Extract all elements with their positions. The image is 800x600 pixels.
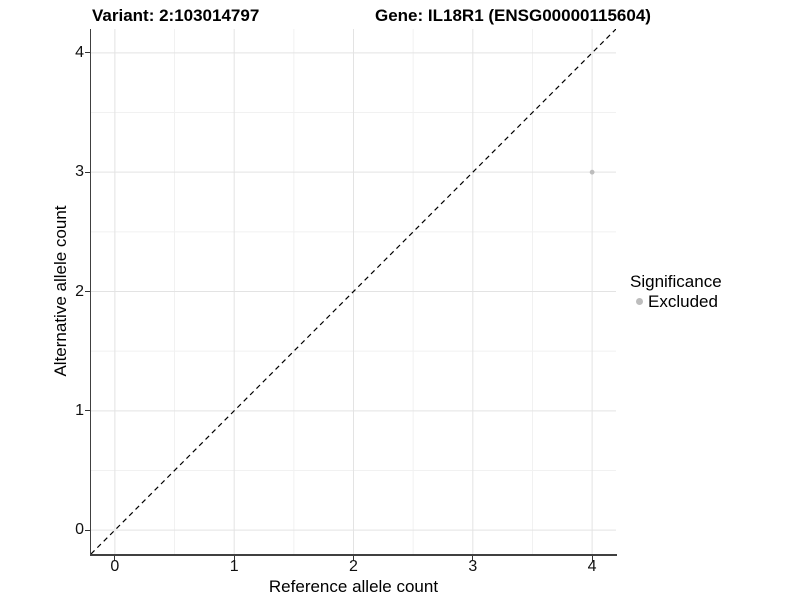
y-tick-label: 4 (75, 43, 84, 61)
y-tick-mark (85, 290, 90, 293)
identity-reference-line (91, 29, 616, 554)
legend: Significance Excluded (630, 272, 722, 311)
plot-title-variant: Variant: 2:103014797 (92, 6, 260, 25)
y-tick-label: 3 (75, 163, 84, 181)
x-tick-mark (233, 555, 235, 561)
x-tick-label: 0 (110, 558, 120, 575)
x-tick-label: 2 (349, 558, 358, 575)
plot-title-gene: Gene: IL18R1 (ENSG00000115604) (375, 6, 651, 25)
legend-point-icon (636, 298, 643, 305)
x-tick-mark (591, 555, 593, 561)
y-tick-mark (85, 171, 90, 173)
y-tick-label: 2 (75, 282, 84, 300)
legend-title: Significance (630, 272, 722, 291)
x-tick-mark (114, 555, 116, 561)
x-tick-mark (472, 555, 474, 561)
x-tick-label: 1 (229, 558, 239, 575)
y-tick-label: 0 (75, 521, 84, 539)
plot-panel (91, 29, 616, 554)
plot-canvas (91, 29, 616, 554)
x-axis-line (89, 554, 617, 556)
y-tick-mark (85, 52, 90, 54)
y-axis-line (89, 29, 91, 556)
x-axis-title: Reference allele count (268, 577, 439, 596)
x-tick-label: 3 (468, 558, 478, 575)
y-tick-label: 1 (75, 401, 84, 419)
legend-entry-label: Excluded (648, 292, 718, 311)
y-tick-mark (85, 529, 90, 531)
y-tick-mark (85, 410, 90, 412)
x-tick-label: 4 (587, 558, 597, 575)
x-tick-mark (352, 555, 355, 561)
data-point-excluded (589, 169, 595, 175)
legend-entry-excluded: Excluded (630, 292, 722, 311)
